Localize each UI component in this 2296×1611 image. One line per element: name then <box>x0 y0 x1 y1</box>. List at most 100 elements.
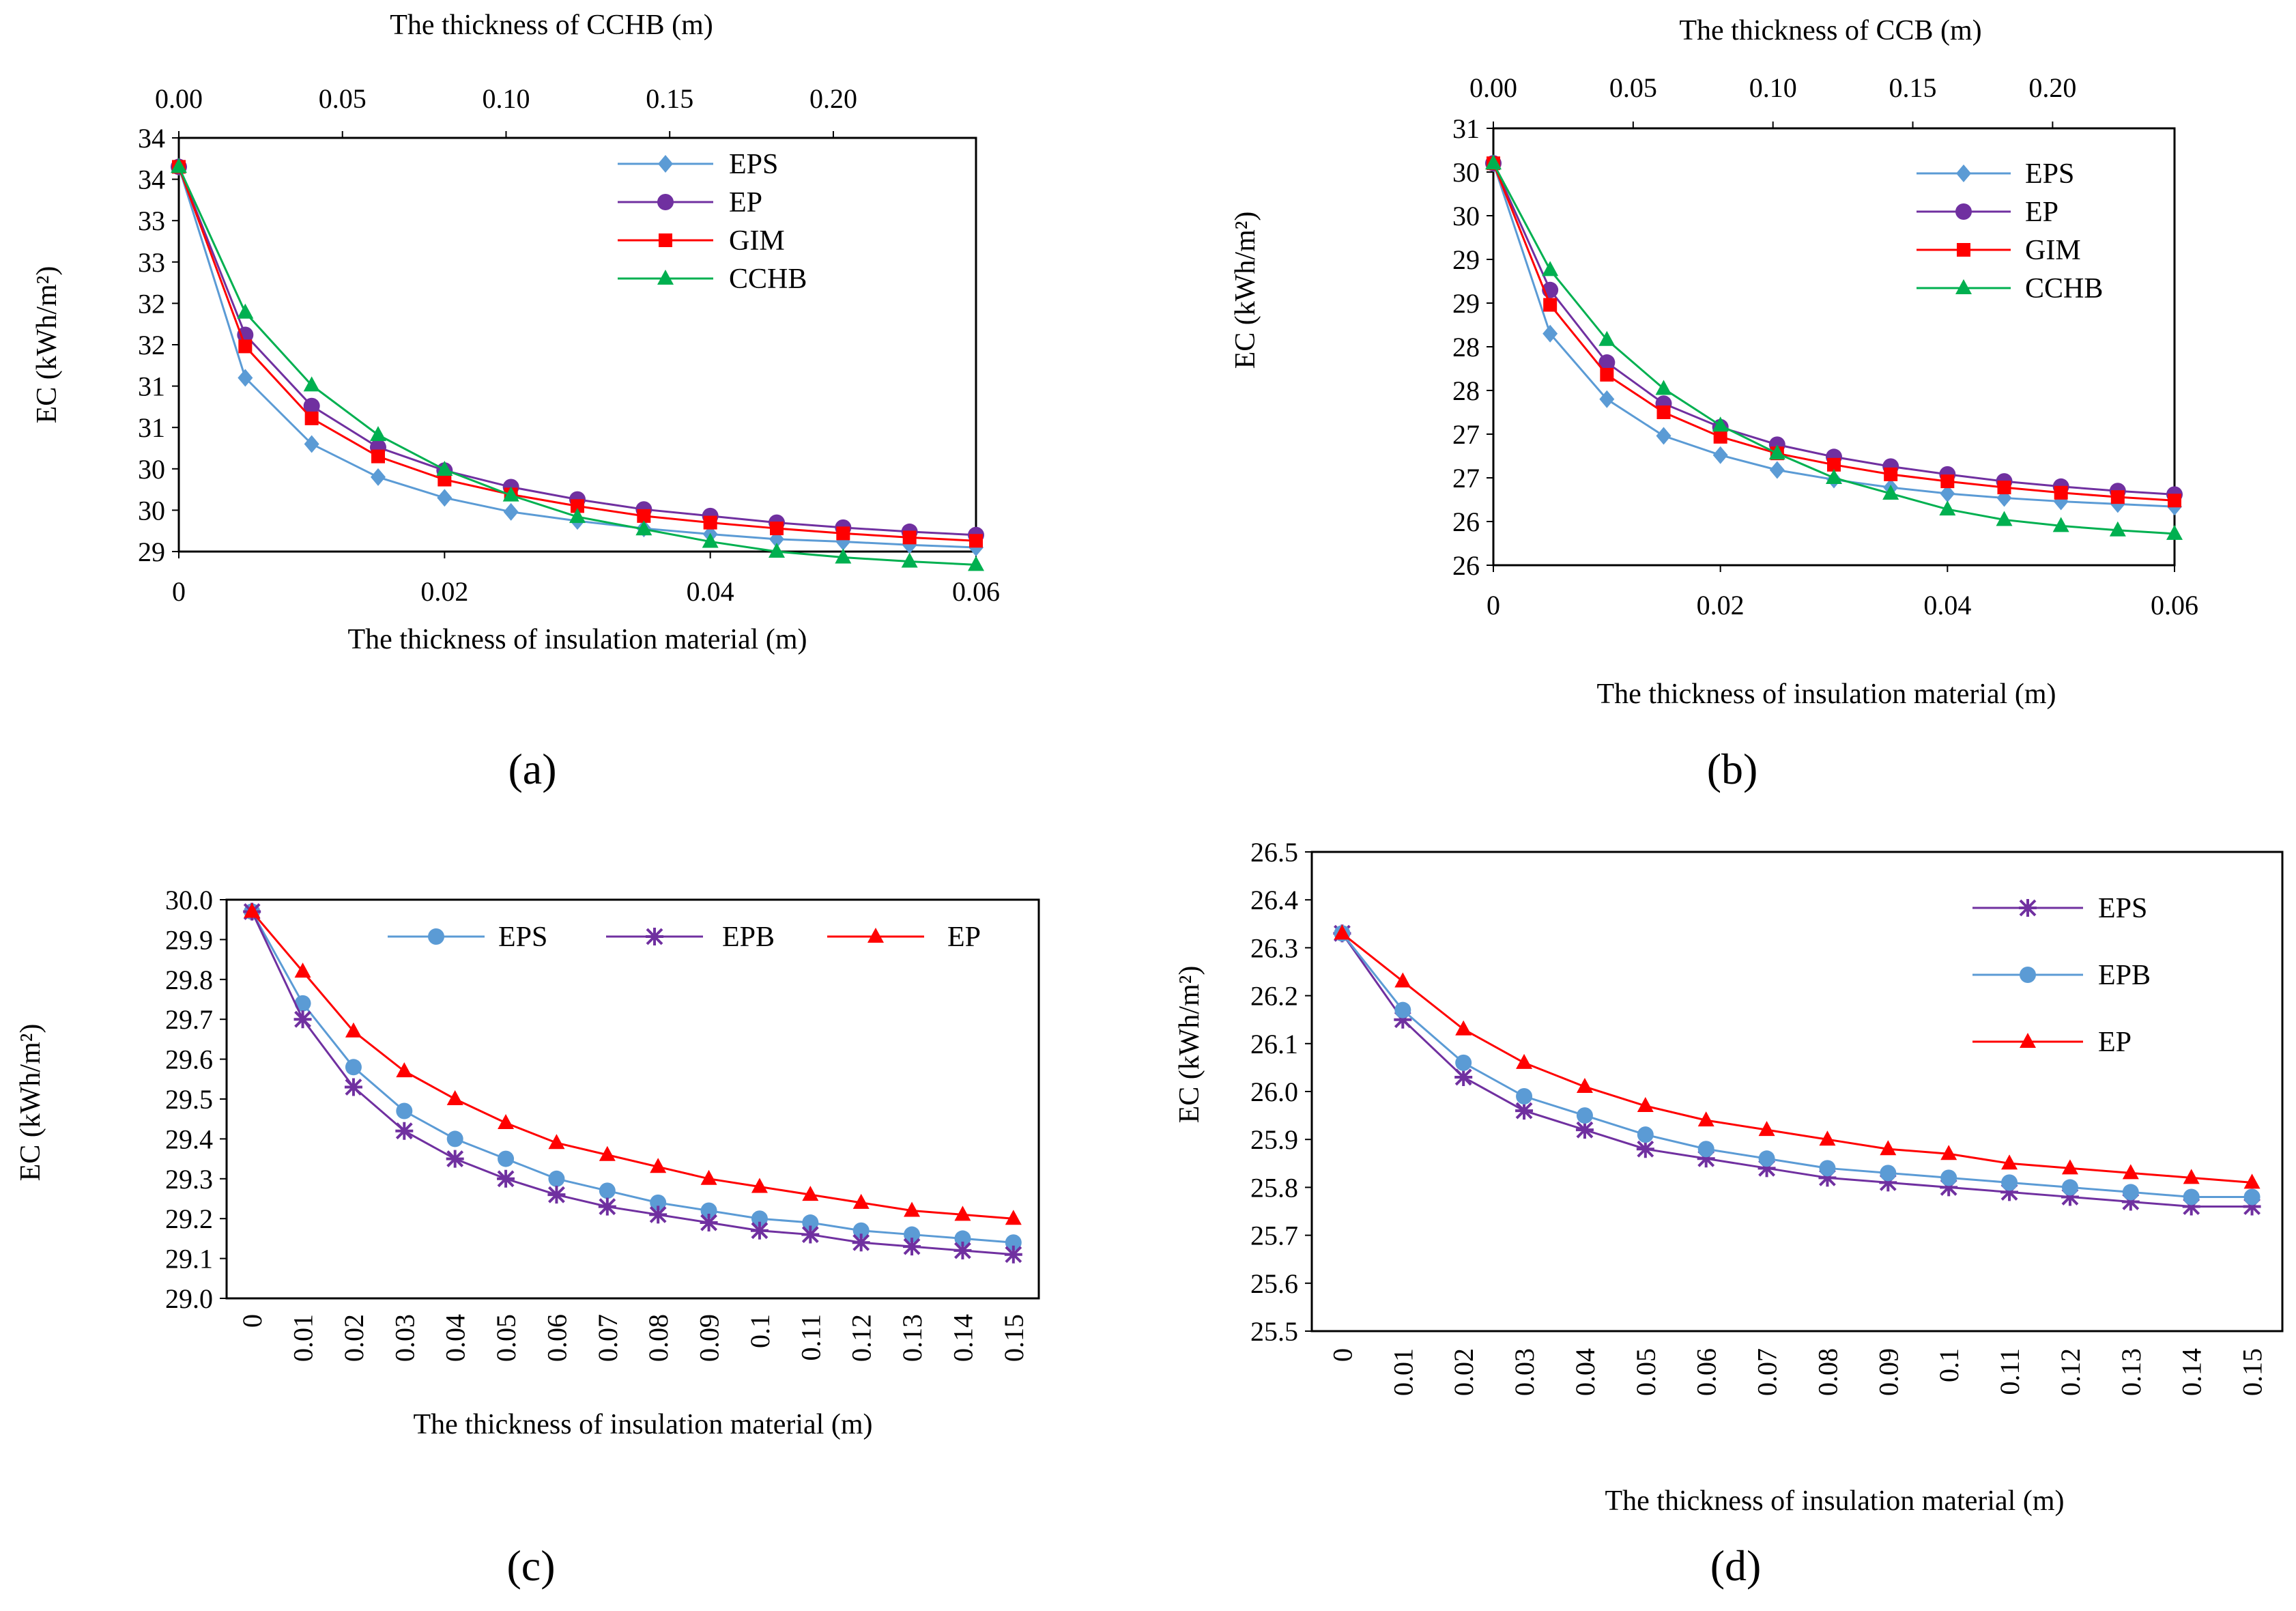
y-tick-label: 33 <box>138 205 165 236</box>
x-tick-label: 0.15 <box>999 1314 1029 1362</box>
y-tick-label: 31 <box>1452 113 1480 144</box>
data-point <box>1826 469 1842 484</box>
x2-tick-label: 0.05 <box>319 83 367 114</box>
y-tick-label: 26.1 <box>1250 1029 1298 1059</box>
x-tick-label: 0.06 <box>541 1314 572 1362</box>
data-point <box>1884 467 1898 481</box>
legend-marker <box>2019 899 2037 917</box>
data-point <box>1758 1150 1775 1167</box>
data-point <box>396 1102 413 1120</box>
data-point <box>1005 1210 1022 1225</box>
data-point <box>904 1226 921 1243</box>
legend: EPS EPB EP <box>388 922 981 953</box>
data-point <box>2182 1197 2200 1216</box>
x-tick-label: 0.06 <box>952 576 1000 607</box>
x-tick-label: 0.02 <box>1448 1348 1479 1396</box>
x-tick-label: 0.14 <box>2177 1348 2207 1396</box>
data-point <box>2168 494 2181 508</box>
data-point <box>1655 380 1672 395</box>
data-point <box>700 1214 718 1232</box>
x-tick-label: 0.11 <box>795 1314 826 1361</box>
data-point <box>1576 1077 1593 1093</box>
x-tick-label: 0.04 <box>687 576 734 607</box>
series-gim <box>1487 156 2181 508</box>
data-point <box>1636 1140 1654 1158</box>
x-tick-label: 0.02 <box>420 576 468 607</box>
data-point <box>437 489 453 507</box>
data-point <box>1997 481 2011 495</box>
chart-panel-c: 29.0 29.1 29.2 29.3 29.4 29.5 29.6 29.7 29.8 29.9… <box>15 885 1040 1590</box>
x-tick-label: 0.08 <box>1812 1348 1843 1396</box>
data-point <box>801 1225 820 1244</box>
data-point <box>1769 461 1785 479</box>
panel-label: (d) <box>1710 1541 1762 1590</box>
legend-label: EP <box>729 187 762 218</box>
data-point <box>1516 1088 1533 1105</box>
data-point <box>1394 972 1411 988</box>
data-point <box>1819 1160 1836 1177</box>
data-point <box>751 1178 768 1193</box>
x-tick-label: 0.1 <box>745 1314 775 1348</box>
y-tick-label: 32 <box>138 288 165 319</box>
series-line <box>251 911 1014 1220</box>
y-tick-label: 29.4 <box>165 1124 213 1154</box>
data-point <box>903 1238 921 1256</box>
data-point <box>371 468 386 486</box>
y-tick-label: 29.8 <box>165 965 213 995</box>
data-point <box>2243 1197 2261 1216</box>
data-point <box>1697 1141 1714 1158</box>
data-point <box>751 1210 768 1227</box>
chart-panel-d: 25.5 25.6 25.7 25.8 25.9 26.0 26.1 26.2 26.3 26.4… <box>1174 837 2284 1590</box>
legend-marker <box>2020 1033 2036 1048</box>
data-point <box>237 303 254 319</box>
x-tick-label: 0.12 <box>2055 1348 2086 1396</box>
y-tick-label: 29 <box>1452 288 1480 319</box>
legend-label: EPB <box>722 922 775 953</box>
data-point <box>437 472 452 487</box>
data-point <box>702 532 719 548</box>
y-tick-label: 34 <box>138 123 165 154</box>
data-point <box>769 543 785 558</box>
y-tick-label: 29.9 <box>165 924 213 955</box>
x-tick-label: 0 <box>1487 590 1500 621</box>
y-tick-label: 29.5 <box>165 1084 213 1115</box>
data-point <box>802 1214 819 1231</box>
x-tick-label: 0 <box>237 1314 268 1328</box>
x-tick-label: 0.02 <box>1697 590 1745 621</box>
data-point <box>750 1221 769 1240</box>
x-tick-label: 0.13 <box>897 1314 928 1362</box>
y-tick-label: 34 <box>138 165 165 195</box>
data-point <box>1543 298 1558 312</box>
data-point <box>1818 1169 1837 1187</box>
chart-panel-b: 26 26 27 27 28 28 29 29 30 30 31 0 0.02 0.04 0.06 0.00 0… <box>1230 15 2198 793</box>
legend-marker <box>1956 165 1971 182</box>
data-point <box>303 376 320 392</box>
data-point <box>436 461 453 476</box>
data-point <box>1454 1068 1473 1086</box>
data-point <box>968 556 984 571</box>
data-point <box>1598 354 1616 371</box>
x-tick-label: 0.06 <box>1691 1348 1722 1396</box>
data-point <box>649 1206 668 1224</box>
x-tick-label: 0.05 <box>491 1314 521 1362</box>
data-point <box>802 1186 819 1201</box>
legend-label: EPB <box>2098 960 2151 991</box>
data-point <box>1542 324 1558 343</box>
y-tick-label: 25.5 <box>1250 1316 1298 1347</box>
y-tick-label: 29 <box>1452 244 1480 275</box>
data-point <box>635 520 652 536</box>
legend-marker <box>1955 203 1972 220</box>
data-point <box>2243 1173 2261 1189</box>
series-epb <box>1334 925 2261 1206</box>
data-point <box>703 515 717 530</box>
data-point <box>2109 521 2126 537</box>
data-point <box>345 1059 362 1076</box>
data-point <box>345 1022 362 1038</box>
y-tick-label: 27 <box>1452 463 1480 494</box>
data-point <box>1600 367 1614 382</box>
x-tick-label: 0.02 <box>339 1314 369 1362</box>
x-tick-label: 0.03 <box>1509 1348 1540 1396</box>
series-ep <box>244 902 1022 1225</box>
y-tick-label: 29.2 <box>165 1203 213 1234</box>
y-tick-label: 33 <box>138 247 165 278</box>
